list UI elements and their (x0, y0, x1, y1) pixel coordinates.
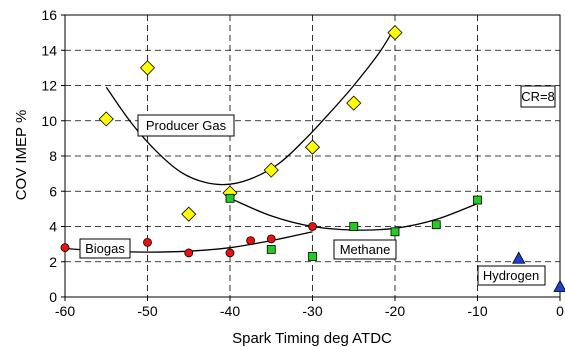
label-producer-gas-text: Producer Gas (146, 118, 227, 133)
label-hydrogen: Hydrogen (477, 265, 546, 286)
data-point-circle (246, 236, 256, 246)
data-points (60, 25, 565, 292)
trend-lines (64, 26, 478, 253)
y-tick-label: 0 (49, 289, 57, 305)
data-point-square (225, 193, 235, 203)
data-point-diamond (304, 139, 321, 155)
data-point-circle (225, 248, 235, 258)
data-point-circle (266, 234, 276, 244)
data-point-square (390, 227, 400, 237)
data-point-triangle (512, 251, 526, 264)
data-point-square (431, 220, 441, 230)
x-tick-label: -40 (220, 303, 240, 319)
y-tick-label: 6 (49, 183, 57, 199)
label-methane: Methane (333, 239, 397, 260)
label-producer-gas: Producer Gas (137, 114, 235, 137)
y-tick-label: 2 (49, 254, 57, 270)
x-tick-label: -50 (137, 303, 157, 319)
trend-line-0 (105, 26, 396, 186)
x-tick-label: -60 (55, 303, 75, 319)
y-tick-label: 10 (41, 113, 57, 129)
data-point-square (349, 222, 359, 231)
data-point-diamond (346, 95, 362, 111)
x-tick-label: -30 (302, 303, 322, 319)
x-tick-label: -10 (467, 303, 487, 319)
y-axis-title: COV IMEP % (13, 110, 30, 201)
x-axis-title: Spark Timing deg ATDC (232, 330, 392, 347)
data-point-circle (308, 222, 317, 231)
grid (65, 15, 560, 297)
x-tick-label: 0 (556, 303, 564, 319)
data-point-diamond (98, 111, 114, 127)
data-point-circle (184, 248, 194, 258)
data-point-square (266, 245, 276, 254)
y-tick-label: 14 (41, 42, 57, 58)
y-tick-label: 8 (49, 148, 57, 164)
data-point-diamond (263, 162, 279, 178)
data-point-diamond (181, 206, 197, 222)
label-biogas: Biogas (79, 238, 131, 259)
annotation-cr-text: CR=8 (521, 89, 555, 104)
annotation-cr: CR=8 (520, 85, 556, 108)
y-tick-label: 4 (49, 219, 57, 235)
data-point-square (308, 252, 317, 261)
data-point-triangle (553, 279, 565, 292)
data-point-circle (143, 237, 152, 247)
label-methane-text: Methane (340, 242, 391, 257)
data-point-diamond (387, 25, 403, 41)
data-point-square (473, 195, 482, 205)
label-hydrogen-text: Hydrogen (483, 268, 539, 283)
axes: 0 2 4 6 8 10 12 14 16 -60 -50 -40 -30 -20 -10 0 (41, 7, 564, 319)
x-tick-label: -20 (385, 303, 405, 319)
data-point-circle (60, 243, 70, 253)
label-biogas-text: Biogas (85, 241, 125, 256)
y-tick-label: 16 (41, 7, 57, 23)
y-tick-label: 12 (41, 78, 57, 94)
data-point-diamond (139, 60, 156, 76)
